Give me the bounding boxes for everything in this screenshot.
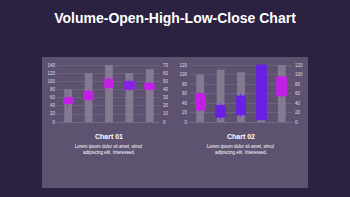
svg-text:Chart 02: Chart 02	[227, 133, 255, 140]
svg-text:80: 80	[50, 87, 56, 92]
svg-text:0: 0	[52, 120, 55, 125]
svg-text:20: 20	[50, 111, 56, 116]
svg-text:70: 70	[163, 63, 169, 68]
svg-text:adipiscing elit. Interessed.: adipiscing elit. Interessed.	[83, 150, 135, 155]
svg-text:20: 20	[295, 110, 301, 115]
svg-text:40: 40	[182, 101, 188, 106]
svg-text:80: 80	[295, 82, 301, 87]
svg-text:Chart 01: Chart 01	[95, 133, 123, 140]
svg-text:100: 100	[179, 72, 187, 77]
svg-text:40: 40	[163, 87, 169, 92]
svg-text:0: 0	[163, 120, 166, 125]
svg-text:Lorem ipsum dolor sit amet, si: Lorem ipsum dolor sit amet, simul	[207, 144, 276, 149]
svg-text:40: 40	[295, 101, 301, 106]
svg-text:60: 60	[182, 91, 188, 96]
svg-text:120: 120	[295, 63, 303, 68]
svg-text:60: 60	[50, 95, 56, 100]
svg-text:60: 60	[163, 71, 169, 76]
svg-text:60: 60	[295, 91, 301, 96]
svg-text:40: 40	[50, 103, 56, 108]
svg-text:0: 0	[184, 120, 187, 125]
svg-text:10: 10	[163, 111, 169, 116]
svg-text:Lorem ipsum dolor sit amet, si: Lorem ipsum dolor sit amet, simul	[75, 144, 144, 149]
svg-text:100: 100	[47, 79, 55, 84]
svg-text:30: 30	[163, 95, 169, 100]
svg-text:100: 100	[295, 72, 303, 77]
html-text:Volume-Open-High-Low-Close Cha: Volume-Open-High-Low-Close Chart	[54, 10, 296, 26]
svg-text:50: 50	[163, 79, 169, 84]
svg-text:20: 20	[182, 110, 188, 115]
svg-text:140: 140	[47, 63, 55, 68]
svg-text:adipiscing elit. Interessed.: adipiscing elit. Interessed.	[215, 150, 267, 155]
svg-text:0: 0	[295, 120, 298, 125]
svg-text:80: 80	[182, 82, 188, 87]
svg-text:20: 20	[163, 103, 169, 108]
svg-text:120: 120	[47, 71, 55, 76]
svg-text:120: 120	[179, 63, 187, 68]
